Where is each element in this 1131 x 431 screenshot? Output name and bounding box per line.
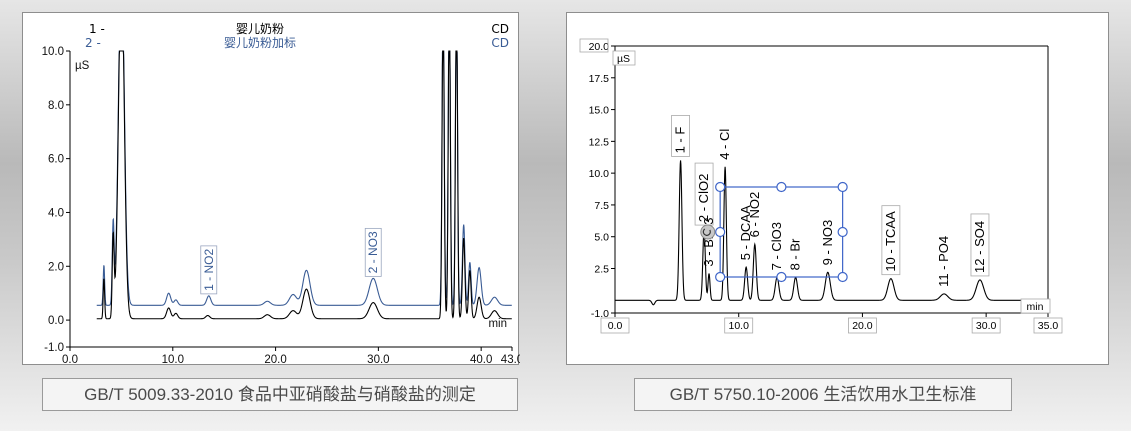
resize-handle[interactable] bbox=[776, 271, 787, 283]
x-axis-unit: min bbox=[488, 318, 507, 330]
peak-label-box bbox=[671, 115, 690, 157]
peak-label-4: 4 - Cl bbox=[717, 129, 732, 160]
y-tick-label: 20.0 bbox=[589, 41, 610, 53]
peak-label-1: 1 - F bbox=[671, 115, 690, 157]
peak-label-text: 7 - ClO3 bbox=[769, 222, 784, 270]
selection-overlay[interactable] bbox=[700, 181, 848, 283]
chromatogram-left: 10.08.06.04.02.00.0-1.00.0 10.0 20.0 30.0 40… bbox=[42, 22, 520, 366]
series-1-detector: CD bbox=[491, 22, 509, 36]
peak-label-text: 6 - NO2 bbox=[747, 192, 762, 238]
peak-label-11: 11 - PO4 bbox=[936, 236, 951, 287]
x-tick-label: 40.0 bbox=[470, 354, 492, 366]
x-unit-box bbox=[1020, 298, 1051, 314]
peak-label-text: 9 - NO3 bbox=[820, 220, 835, 266]
x-tick-label: 30.0 bbox=[367, 354, 389, 366]
y-tick-label: 0.0 bbox=[48, 315, 64, 327]
x-tick-box bbox=[971, 317, 1001, 334]
y-tick-label: 2.0 bbox=[48, 261, 64, 273]
y-tick-label: 15.0 bbox=[589, 105, 610, 117]
x-axis-unit: min bbox=[1027, 301, 1044, 313]
peak-label-2: 2 - ClO2 bbox=[694, 162, 714, 226]
peak-label-7: 7 - ClO3 bbox=[769, 222, 784, 270]
series-2-name: 婴儿奶粉加标 bbox=[224, 36, 296, 50]
peak-label-1: 1 - NO2 bbox=[200, 245, 218, 295]
resize-handle[interactable] bbox=[715, 271, 726, 283]
x-tick-label: 0.0 bbox=[62, 354, 78, 366]
peak-label-9: 9 - NO3 bbox=[820, 220, 835, 266]
peak-label-box bbox=[200, 245, 218, 295]
x-tick-box bbox=[1033, 317, 1063, 334]
series-1-name: 婴儿奶粉 bbox=[236, 22, 284, 36]
series-2-index: 2 - bbox=[85, 36, 101, 50]
y-tick-label: 8.0 bbox=[48, 100, 64, 112]
series-2-detector: CD bbox=[491, 36, 509, 50]
peak-label-2: 2 - NO3 bbox=[364, 227, 382, 277]
peak-label-text: 1 - NO2 bbox=[202, 249, 216, 291]
chart-panel-left: 10.0 8.0 6.0 4.0 2.0 0.0 -1.0 0.0 10.0 20.0 30.0 40… bbox=[22, 12, 520, 366]
rotate-icon[interactable] bbox=[700, 224, 716, 240]
series-2-trace bbox=[96, 50, 512, 306]
peak-label-box bbox=[364, 227, 382, 277]
y-unit-box bbox=[612, 50, 636, 66]
y-tick-label: 10.0 bbox=[42, 46, 64, 58]
x-tick-label: 10.0 bbox=[728, 320, 749, 332]
peak-label-text: 12 - SO4 bbox=[972, 221, 987, 273]
resize-handle[interactable] bbox=[837, 271, 848, 283]
y-tick-label: 7.5 bbox=[594, 200, 609, 212]
x-tick-label: 35.0 bbox=[1038, 320, 1059, 332]
peak-label-10: 10 - TCAA bbox=[881, 205, 901, 276]
peak-label-5: 5 - DCAA bbox=[738, 205, 753, 260]
y-axis-unit: µS bbox=[617, 53, 630, 65]
peak-label-text: 11 - PO4 bbox=[936, 236, 951, 287]
trace bbox=[615, 160, 1048, 306]
peak-label-text: 4 - Cl bbox=[717, 129, 732, 160]
peak-label-12: 12 - SO4 bbox=[970, 213, 990, 277]
y-top-tick-box bbox=[579, 38, 609, 53]
y-tick-label: 5.0 bbox=[594, 232, 609, 244]
y-axis-unit: µS bbox=[75, 60, 90, 72]
y-tick-label: 10.0 bbox=[589, 168, 610, 180]
resize-handle[interactable] bbox=[776, 181, 787, 193]
x-tick-label: 43.0 bbox=[501, 354, 520, 366]
y-tick-label: -1.0 bbox=[44, 342, 64, 354]
x-tick-label: 0.0 bbox=[608, 320, 623, 332]
y-tick-label: 4.0 bbox=[48, 207, 64, 219]
peak-label-6: 6 - NO2 bbox=[747, 192, 762, 238]
y-tick-label: 17.5 bbox=[589, 73, 610, 85]
resize-handle[interactable] bbox=[715, 181, 726, 193]
resize-handle[interactable] bbox=[715, 226, 726, 238]
y-tick-label: -1.0 bbox=[591, 308, 609, 320]
y-tick-label: 6.0 bbox=[48, 154, 64, 166]
peak-label-text: 5 - DCAA bbox=[738, 205, 753, 260]
x-tick-label: 10.0 bbox=[162, 354, 184, 366]
rotate-arrow-icon bbox=[702, 228, 711, 236]
x-tick-box bbox=[724, 317, 754, 334]
resize-handle[interactable] bbox=[837, 226, 848, 238]
peak-label-8: 8 - Br bbox=[788, 238, 803, 270]
peak-label-text: 1 - F bbox=[673, 127, 688, 154]
y-tick-label: 2.5 bbox=[594, 264, 609, 276]
x-tick-box bbox=[600, 317, 630, 334]
chart-panel-right: 20.0 17.5 15.0 12.5 10.0 7.5 5.0 2.5 -1.0 µS 0.0 10… bbox=[566, 12, 1109, 365]
x-tick-label: 20.0 bbox=[264, 354, 286, 366]
peak-label-text: 2 - NO3 bbox=[366, 231, 380, 273]
peak-label-box bbox=[881, 205, 901, 276]
resize-handle[interactable] bbox=[837, 181, 848, 193]
series-1-index: 1 - bbox=[89, 22, 105, 36]
caption-left: GB/T 5009.33-2010 食品中亚硝酸盐与硝酸盐的测定 bbox=[42, 378, 518, 411]
series-1-trace bbox=[96, 50, 512, 320]
chromatogram-right: 20.0 17.5 15.0 12.5 10.0 7.5 5.0 2.5 -1.0 µS 0.0 10… bbox=[579, 38, 1063, 334]
caption-right: GB/T 5750.10-2006 生活饮用水卫生标准 bbox=[634, 378, 1012, 411]
peak-label-box bbox=[970, 213, 990, 277]
y-tick-label: 12.5 bbox=[589, 136, 610, 148]
peak-label-box bbox=[694, 162, 714, 226]
peak-label-text: 2 - ClO2 bbox=[696, 174, 711, 222]
x-tick-label: 30.0 bbox=[976, 320, 997, 332]
x-tick-box bbox=[848, 317, 877, 334]
x-tick-label: 20.0 bbox=[852, 320, 873, 332]
peak-label-text: 8 - Br bbox=[788, 238, 803, 270]
peak-label-text: 10 - TCAA bbox=[883, 211, 898, 272]
